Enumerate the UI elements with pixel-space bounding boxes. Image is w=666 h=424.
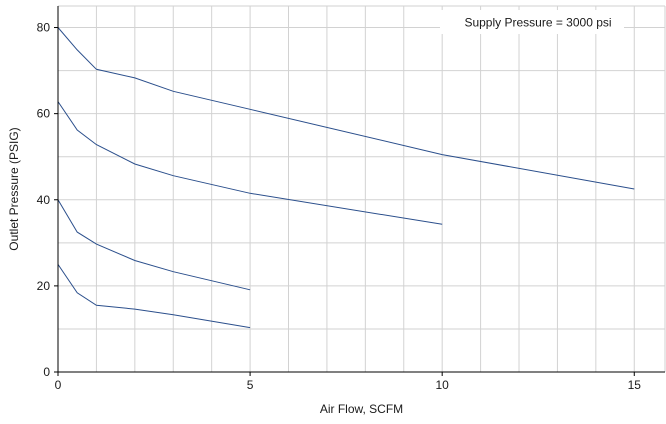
series-line-3 xyxy=(57,199,251,291)
y-tick-label-2: 40 xyxy=(37,193,51,207)
series-line-1 xyxy=(57,27,635,190)
y-axis-title: Outlet Pressure (PSIG) xyxy=(7,127,21,250)
series-lines xyxy=(57,27,635,329)
x-tick-label-2: 10 xyxy=(435,378,449,392)
annotation-box: Supply Pressure = 3000 psi xyxy=(440,10,624,34)
annotation-background xyxy=(440,10,624,34)
grid xyxy=(57,5,666,373)
annotation-label: Supply Pressure = 3000 psi xyxy=(464,16,611,30)
x-axis-title: Air Flow, SCFM xyxy=(320,402,403,416)
y-tick-label-1: 20 xyxy=(37,279,51,293)
x-tick-label-0: 0 xyxy=(55,378,62,392)
y-tick-label-0: 0 xyxy=(43,365,50,379)
series-line-4 xyxy=(57,264,251,329)
y-tick-label-4: 80 xyxy=(37,21,51,35)
axes xyxy=(57,6,665,373)
ticks: 0 5 10 15 0 20 40 60 80 xyxy=(37,21,642,392)
x-tick-label-1: 5 xyxy=(247,378,254,392)
series-line-2 xyxy=(57,101,443,225)
x-tick-label-3: 15 xyxy=(628,378,642,392)
y-tick-label-3: 60 xyxy=(37,107,51,121)
